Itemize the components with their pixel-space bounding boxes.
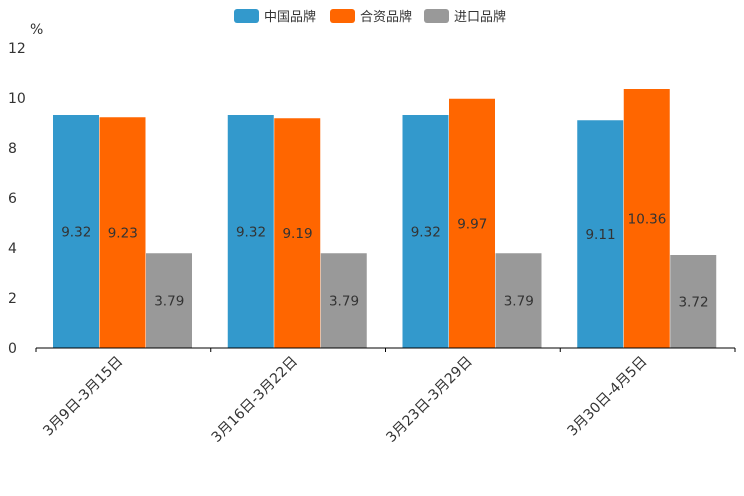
bar-4-2[interactable] (623, 89, 670, 348)
bar-value-label: 3.79 (504, 294, 534, 310)
legend-swatch-1[interactable] (234, 9, 259, 23)
bar-1-3[interactable] (146, 253, 192, 348)
bar-value-label: 9.11 (585, 227, 615, 243)
bar-3-3[interactable] (495, 253, 542, 348)
x-category-label: 3月16日-3月22日 (209, 354, 301, 446)
y-tick-label: 4 (8, 241, 17, 257)
legend-swatch-3[interactable] (424, 9, 449, 23)
x-axis: 3月9日-3月15日 3月16日-3月22日 3月23日-3月29日 3月30日-4月… (35, 347, 736, 446)
legend-label-1[interactable]: 中国品牌 (264, 9, 316, 25)
x-category-label: 3月9日-3月15日 (40, 354, 126, 440)
bar-3-2[interactable] (449, 98, 495, 348)
legend-label-2[interactable]: 合资品牌 (360, 9, 412, 25)
bar-4-1[interactable] (577, 120, 624, 348)
y-tick-label: 0 (8, 341, 17, 357)
y-axis-unit-label: % (30, 22, 43, 38)
bar-3-1[interactable] (402, 115, 449, 348)
legend: 中国品牌 合资品牌 进口品牌 (234, 9, 506, 25)
bar-value-label: 10.36 (628, 212, 667, 228)
y-tick-label: 2 (8, 291, 17, 307)
y-tick-label: 6 (8, 191, 17, 207)
legend-swatch-2[interactable] (330, 9, 355, 23)
bar-value-label: 9.32 (236, 225, 266, 241)
bar-value-label: 9.23 (108, 226, 138, 242)
bar-2-1[interactable] (227, 115, 274, 348)
legend-label-3[interactable]: 进口品牌 (454, 9, 506, 25)
bar-1-1[interactable] (53, 115, 99, 348)
bars-group: 9.32 9.23 3.79 9.32 9.19 3.79 9.32 9.97 3.79 9.11… (53, 89, 717, 348)
y-axis: 0 2 4 6 8 10 12 (8, 41, 26, 357)
bar-4-3[interactable] (670, 255, 717, 348)
bar-value-label: 9.97 (457, 216, 487, 232)
bar-2-2[interactable] (274, 118, 321, 348)
y-tick-label: 8 (8, 141, 17, 157)
x-category-label: 3月30日-4月5日 (564, 354, 650, 440)
bar-value-label: 9.19 (282, 226, 312, 242)
x-category-label: 3月23日-3月29日 (383, 354, 475, 446)
bar-value-label: 9.32 (61, 225, 91, 241)
bar-1-2[interactable] (99, 117, 146, 348)
bar-2-3[interactable] (320, 253, 367, 348)
bar-value-label: 9.32 (411, 225, 441, 241)
bar-value-label: 3.72 (678, 295, 708, 311)
bar-value-label: 3.79 (154, 294, 184, 310)
y-tick-label: 10 (8, 91, 26, 107)
y-tick-label: 12 (8, 41, 26, 57)
bar-value-label: 3.79 (329, 294, 359, 310)
